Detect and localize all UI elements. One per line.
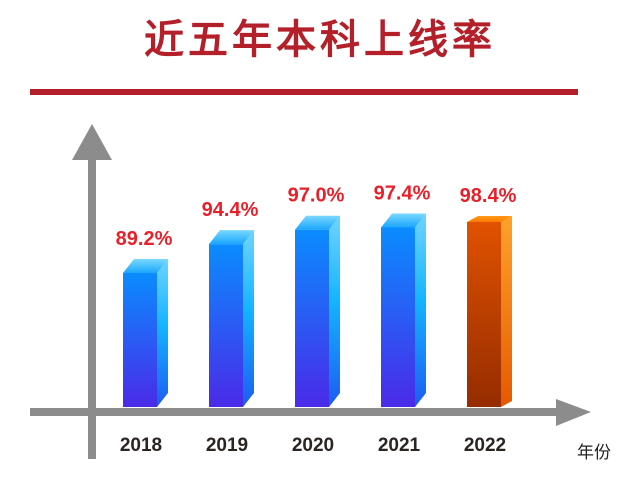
y-axis-arrow-icon <box>72 124 112 160</box>
bar-top <box>123 259 168 273</box>
x-axis-arrow-icon <box>556 399 591 426</box>
bar-front <box>295 229 329 407</box>
value-label: 89.2% <box>116 228 173 250</box>
category-label: 2022 <box>464 435 506 456</box>
bar-top <box>295 215 340 230</box>
bar-front <box>123 273 157 407</box>
bar-side <box>415 213 426 407</box>
category-labels-group: 2018 2019 2020 2021 2022 <box>120 435 506 456</box>
bar-top <box>381 213 426 228</box>
bar-2018 <box>123 259 168 407</box>
value-label: 97.0% <box>288 185 345 207</box>
x-axis <box>30 399 591 426</box>
y-axis-line <box>88 156 96 459</box>
value-label: 94.4% <box>202 199 259 221</box>
bar-front <box>381 227 415 407</box>
bar-top <box>467 215 512 222</box>
x-axis-line <box>30 408 560 416</box>
bar-front <box>209 244 243 407</box>
bar-side <box>157 259 168 407</box>
bar-top <box>209 230 254 245</box>
y-axis <box>72 124 112 459</box>
bar-side <box>243 230 254 407</box>
bar-2019 <box>209 230 254 407</box>
value-label: 97.4% <box>374 182 431 204</box>
value-labels-group: 89.2% 94.4% 97.0% 97.4% 98.4% <box>116 182 517 250</box>
category-label: 2021 <box>378 435 421 456</box>
bar-side <box>329 215 340 407</box>
category-label: 2020 <box>292 435 334 456</box>
bar-side <box>501 215 512 407</box>
chart-title: 近五年本科上线率 <box>144 17 496 63</box>
title-underline <box>30 89 578 95</box>
x-axis-label: 年份 <box>577 443 611 463</box>
bar-front <box>467 221 501 407</box>
category-label: 2019 <box>206 435 248 456</box>
bar-2022 <box>467 215 512 407</box>
category-label: 2018 <box>120 435 162 456</box>
bars-group <box>123 213 512 407</box>
bar-2021 <box>381 213 426 407</box>
value-label: 98.4% <box>460 185 517 207</box>
bar-2020 <box>295 215 340 407</box>
